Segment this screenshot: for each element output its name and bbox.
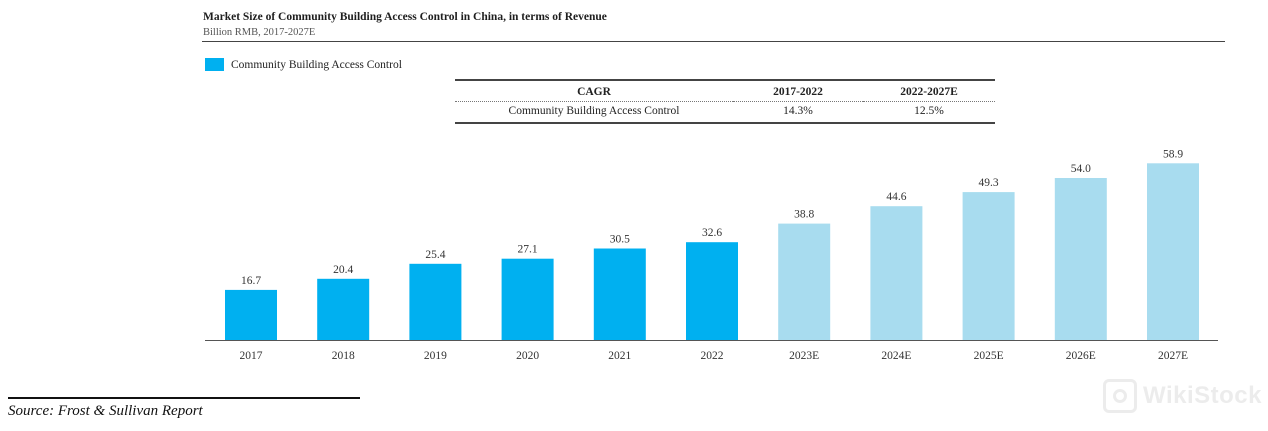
- chart-title: Market Size of Community Building Access…: [203, 11, 607, 23]
- bar-2020: [501, 258, 554, 340]
- bar-value-label-2020: 27.1: [518, 244, 538, 256]
- source-note: Source: Frost & Sullivan Report: [8, 403, 203, 419]
- bar-value-label-2019: 25.4: [425, 249, 445, 261]
- x-tick-label-2023e: 2023E: [789, 350, 819, 362]
- x-tick-label-2019: 2019: [424, 350, 447, 362]
- watermark-logo-icon: [1103, 379, 1137, 413]
- bar-value-label-2024e: 44.6: [886, 191, 906, 203]
- x-tick-label-2017: 2017: [240, 350, 263, 362]
- x-tick-label-2024e: 2024E: [881, 350, 911, 362]
- bar-value-label-2027e: 58.9: [1163, 148, 1183, 160]
- bar-2017: [225, 289, 277, 340]
- bar-2027e: [1147, 163, 1199, 340]
- cagr-row-label: Community Building Access Control: [455, 101, 733, 124]
- x-tick-label-2021: 2021: [608, 350, 631, 362]
- x-tick-label-2020: 2020: [516, 350, 539, 362]
- bar-value-label-2023e: 38.8: [794, 209, 814, 221]
- x-tick-label-2025e: 2025E: [974, 350, 1004, 362]
- cagr-header-period-1: 2017-2022: [733, 79, 863, 102]
- bar-2022: [686, 242, 738, 340]
- bar-value-label-2018: 20.4: [333, 264, 353, 276]
- bar-value-label-2021: 30.5: [610, 234, 630, 246]
- cagr-value-2022-2027e: 12.5%: [863, 101, 995, 124]
- title-divider: [202, 41, 1225, 42]
- bar-2019: [409, 263, 462, 340]
- source-divider: [8, 397, 360, 399]
- cagr-table: CAGR 2017-2022 2022-2027E Community Buil…: [455, 79, 995, 124]
- watermark: WikiStock: [1103, 379, 1262, 413]
- chart-subtitle: Billion RMB, 2017-2027E: [203, 27, 316, 38]
- bar-2018: [317, 278, 370, 340]
- watermark-text: WikiStock: [1143, 382, 1262, 409]
- legend-label: Community Building Access Control: [231, 58, 402, 71]
- bar-2021: [593, 248, 646, 340]
- legend-swatch: [205, 58, 224, 71]
- bar-value-label-2017: 16.7: [241, 275, 261, 287]
- x-tick-label-2027e: 2027E: [1158, 350, 1188, 362]
- cagr-value-2017-2022: 14.3%: [733, 101, 863, 124]
- bar-2026e: [1054, 178, 1107, 340]
- bar-2024e: [870, 206, 923, 340]
- x-tick-label-2022: 2022: [701, 350, 724, 362]
- bar-2025e: [962, 192, 1015, 340]
- bar-2023e: [778, 223, 831, 340]
- x-tick-label-2018: 2018: [332, 350, 355, 362]
- bar-value-label-2022: 32.6: [702, 227, 722, 239]
- bar-value-label-2026e: 54.0: [1071, 163, 1091, 175]
- cagr-header-period-2: 2022-2027E: [863, 79, 995, 102]
- bar-value-label-2025e: 49.3: [979, 177, 999, 189]
- legend: Community Building Access Control: [205, 58, 402, 71]
- cagr-header-metric: CAGR: [455, 79, 733, 102]
- x-tick-label-2026e: 2026E: [1066, 350, 1096, 362]
- cagr-row: Community Building Access Control 14.3% …: [455, 101, 995, 124]
- cagr-header-row: CAGR 2017-2022 2022-2027E: [455, 79, 995, 102]
